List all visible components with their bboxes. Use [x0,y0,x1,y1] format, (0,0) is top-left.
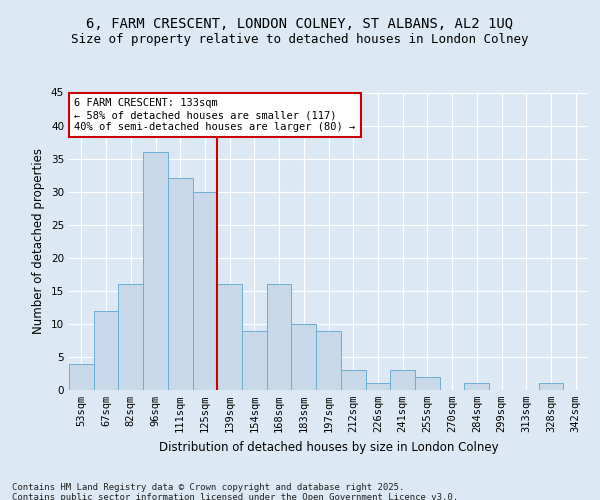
Bar [390,370,415,390]
Bar [168,178,193,390]
Bar [193,192,217,390]
Bar [365,384,390,390]
Y-axis label: Number of detached properties: Number of detached properties [32,148,46,334]
Bar [292,324,316,390]
Bar [539,384,563,390]
Bar [415,377,440,390]
Bar [242,330,267,390]
Bar [464,384,489,390]
Bar [94,310,118,390]
Text: 6, FARM CRESCENT, LONDON COLNEY, ST ALBANS, AL2 1UQ: 6, FARM CRESCENT, LONDON COLNEY, ST ALBA… [86,18,514,32]
Bar [341,370,365,390]
Text: Size of property relative to detached houses in London Colney: Size of property relative to detached ho… [71,32,529,46]
Bar [118,284,143,390]
Bar [267,284,292,390]
Bar [217,284,242,390]
Bar [69,364,94,390]
X-axis label: Distribution of detached houses by size in London Colney: Distribution of detached houses by size … [158,440,499,454]
Text: 6 FARM CRESCENT: 133sqm
← 58% of detached houses are smaller (117)
40% of semi-d: 6 FARM CRESCENT: 133sqm ← 58% of detache… [74,98,355,132]
Bar [143,152,168,390]
Text: Contains HM Land Registry data © Crown copyright and database right 2025.
Contai: Contains HM Land Registry data © Crown c… [12,482,458,500]
Bar [316,330,341,390]
